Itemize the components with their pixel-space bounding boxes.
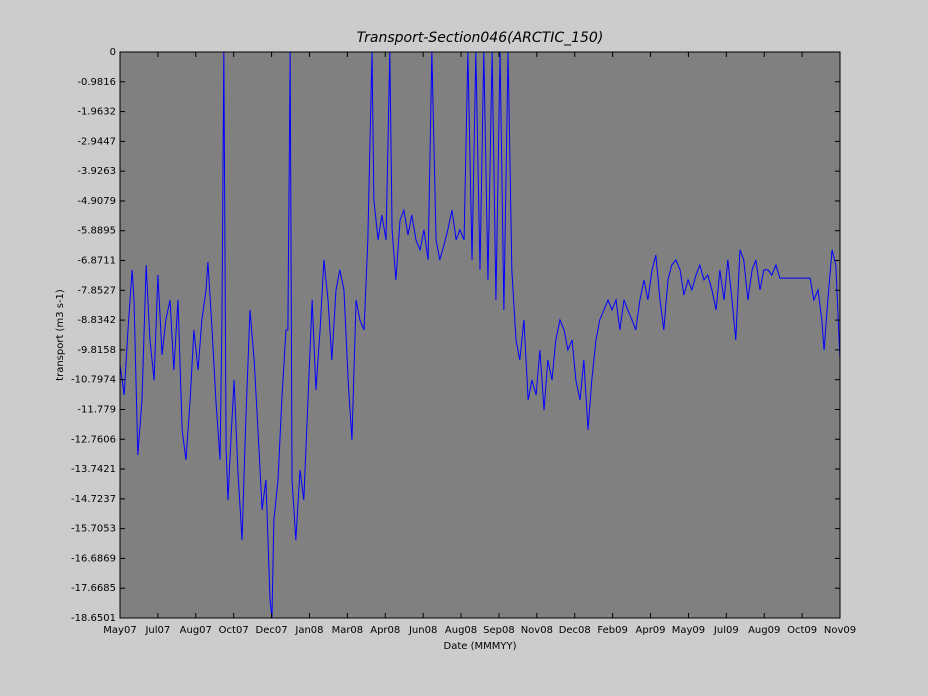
y-tick-label: -11.779 (77, 404, 116, 415)
y-tick-label: -6.8711 (77, 256, 116, 267)
y-tick-label: -5.8895 (77, 226, 116, 237)
y-tick-label: 0 (110, 47, 116, 58)
x-tick-label: May07 (103, 625, 136, 636)
x-tick-label: Aug07 (180, 625, 212, 636)
x-tick-label: Oct07 (219, 625, 249, 636)
x-tick-label: Nov08 (521, 625, 553, 636)
plot-frame (119, 51, 841, 619)
x-tick-label: Nov09 (824, 625, 856, 636)
plot-area (120, 52, 840, 618)
y-axis-label: transport (m3 s-1) (55, 289, 66, 381)
x-tick-label: Feb09 (597, 625, 627, 636)
y-tick-label: -12.7606 (71, 434, 116, 445)
y-tick-label: -17.6685 (71, 583, 116, 594)
x-tick-label: Aug08 (445, 625, 477, 636)
x-tick-label: Apr08 (370, 625, 400, 636)
data-line (119, 51, 841, 619)
x-tick-label: Apr09 (636, 625, 666, 636)
x-tick-label: Dec07 (256, 625, 288, 636)
y-tick-label: -3.9263 (77, 166, 116, 177)
y-tick-label: -4.9079 (77, 196, 116, 207)
chart-title: Transport-Section046(ARCTIC_150) (357, 30, 604, 46)
y-tick-label: -18.6501 (71, 613, 116, 624)
x-tick-label: Mar08 (332, 625, 364, 636)
y-tick-label: -1.9632 (77, 107, 116, 118)
x-axis-label: Date (MMMYY) (444, 641, 517, 652)
x-tick-label: Jun08 (408, 625, 437, 636)
x-tick-label: May09 (672, 625, 705, 636)
x-tick-label: Oct09 (787, 625, 817, 636)
y-tick-label: -13.7421 (71, 464, 116, 475)
y-tick-label: -9.8158 (77, 345, 116, 356)
x-tick-label: Jul09 (713, 625, 739, 636)
x-tick-label: Jul07 (144, 625, 170, 636)
x-tick-label: Dec08 (559, 625, 591, 636)
x-tick-label: Jan08 (294, 625, 323, 636)
y-tick-label: -15.7053 (71, 524, 116, 535)
y-tick-label: -0.9816 (77, 77, 116, 88)
y-tick-label: -8.8342 (77, 315, 116, 326)
x-tick-label: Aug09 (748, 625, 780, 636)
x-tick-label: Sep08 (483, 625, 515, 636)
y-tick-label: -7.8527 (77, 285, 116, 296)
y-tick-label: -16.6869 (71, 553, 116, 564)
plot (119, 51, 841, 619)
y-tick-label: -10.7974 (71, 375, 116, 386)
y-tick-label: -14.7237 (71, 494, 116, 505)
y-tick-label: -2.9447 (77, 136, 116, 147)
